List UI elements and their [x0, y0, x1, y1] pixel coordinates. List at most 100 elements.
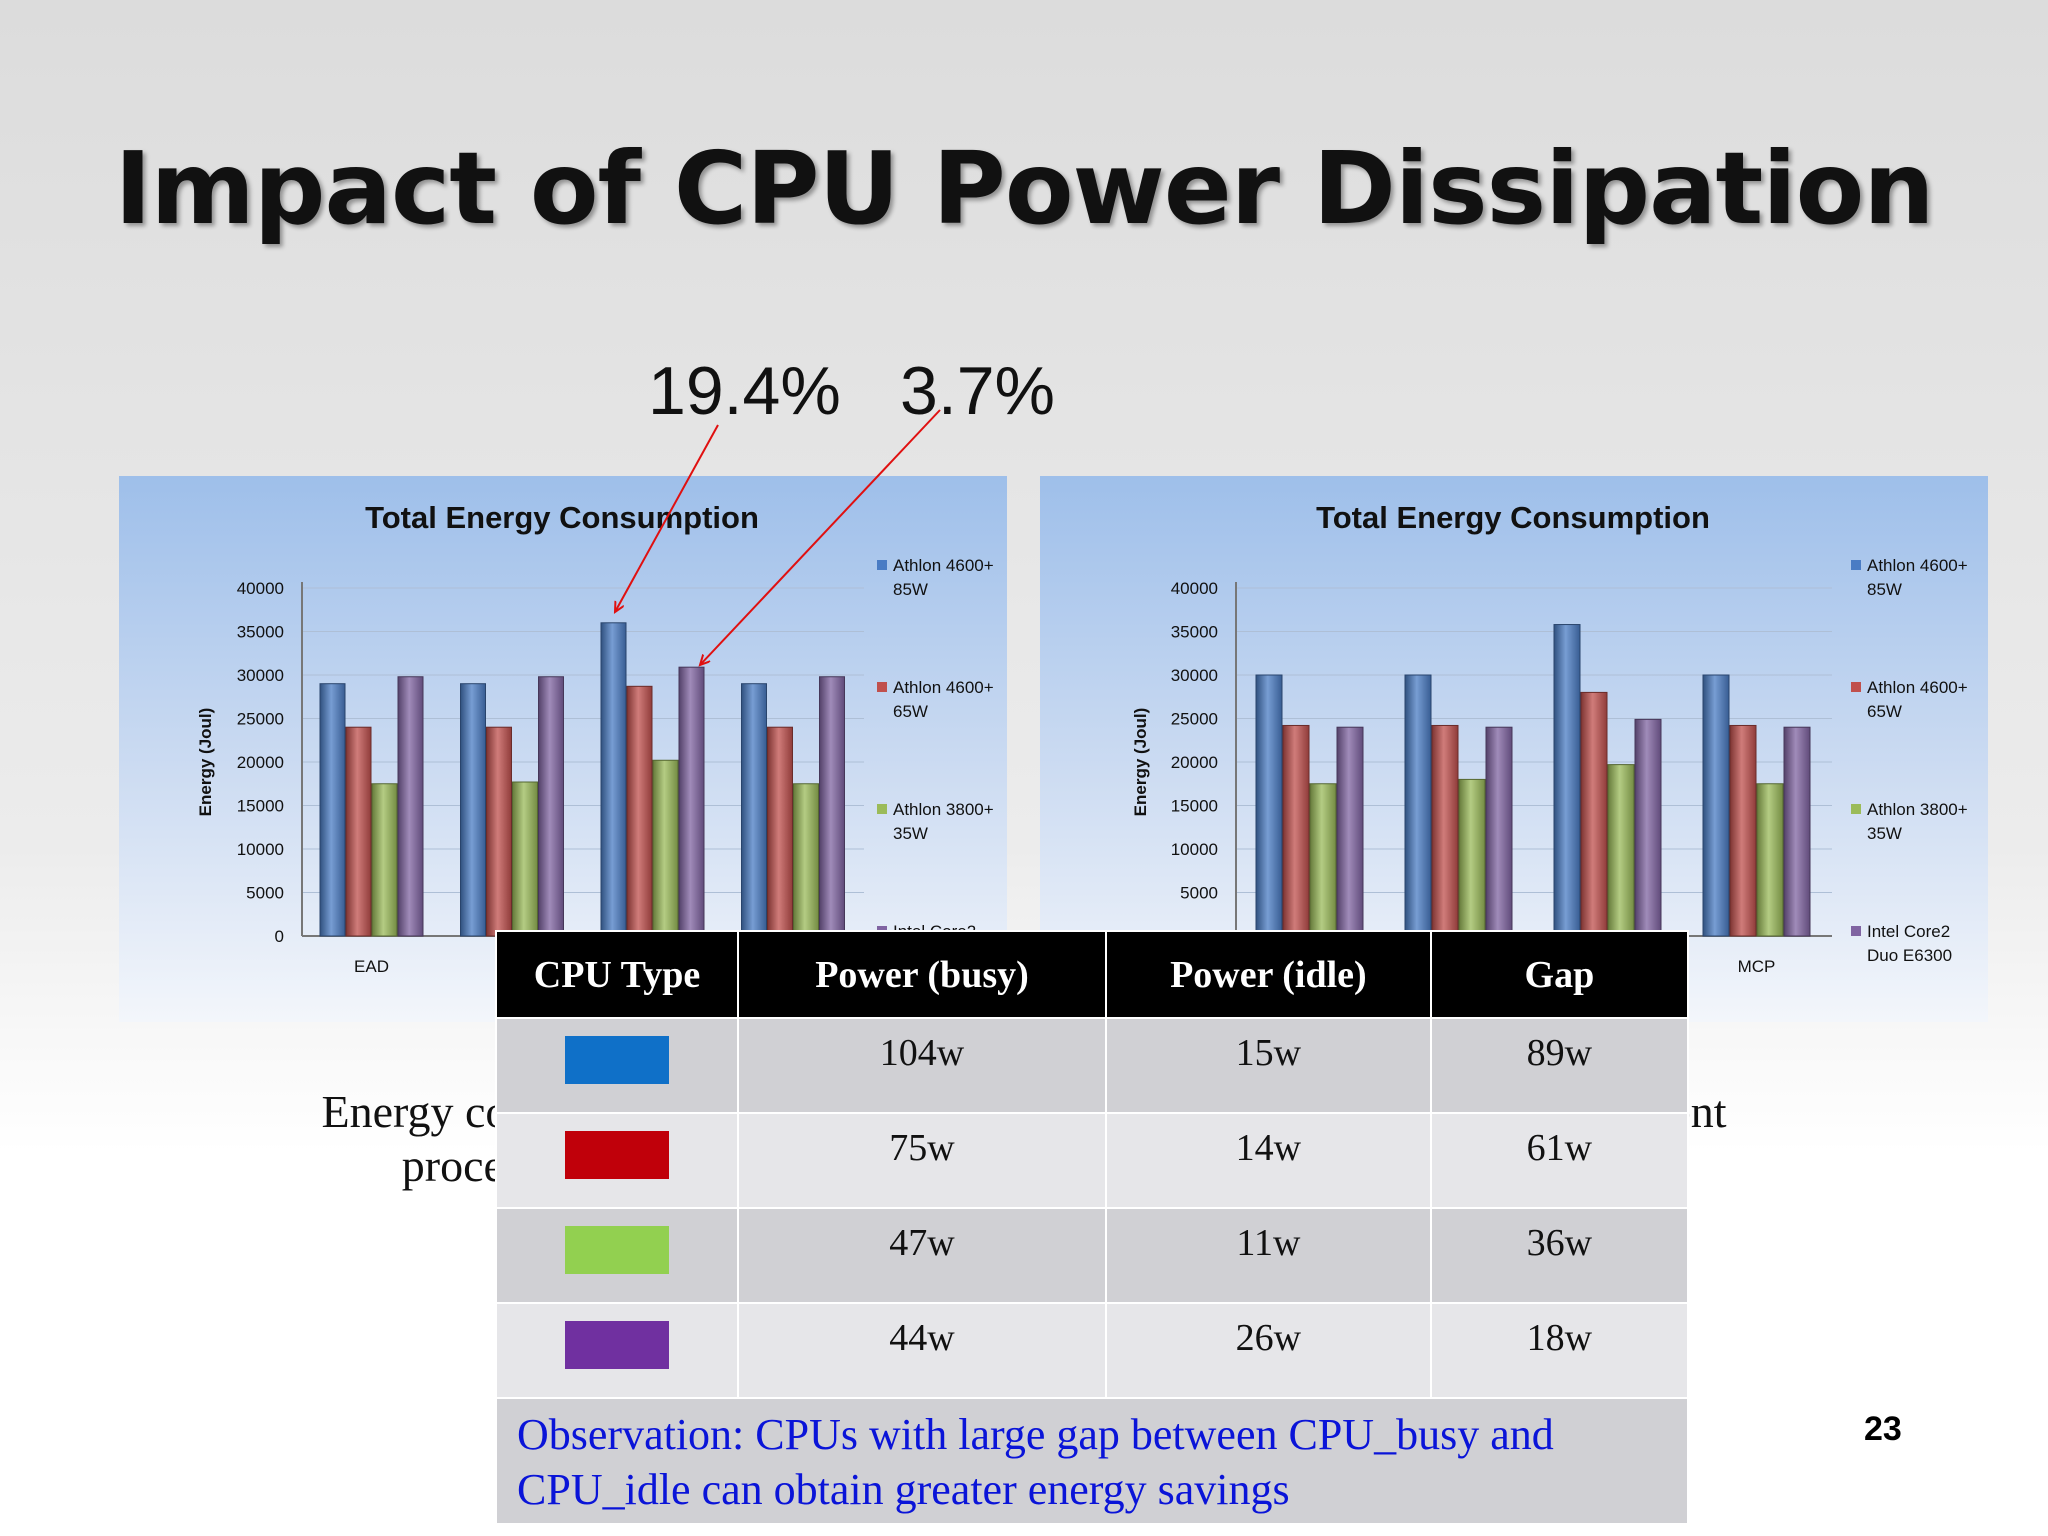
chart-title: Total Energy Consumption [1316, 500, 1710, 535]
observation-text: Observation: CPUs with large gap between… [495, 1397, 1689, 1525]
y-tick-label: 15000 [237, 797, 284, 816]
bar [1431, 724, 1459, 937]
legend-swatch [1851, 804, 1861, 814]
y-axis-label: Energy (Joul) [196, 708, 215, 817]
annotation-19-4-percent: 19.4% [648, 353, 841, 429]
bar [1756, 783, 1784, 937]
legend-label: Intel Core2 [1867, 922, 1950, 941]
cpu-color-swatch-purple [564, 1321, 669, 1369]
x-tick-label: MCP [1738, 957, 1776, 976]
legend-label: 85W [893, 580, 928, 599]
legend-swatch [877, 560, 887, 570]
y-tick-label: 5000 [1180, 884, 1218, 903]
header-gap: Gap [1429, 930, 1690, 1019]
arrow-19-4 [615, 424, 719, 612]
bar [345, 726, 372, 937]
slide-title: Impact of CPU Power Dissipation [114, 130, 1934, 247]
bar [1783, 726, 1811, 937]
legend-swatch [1851, 926, 1861, 936]
legend-label: Duo E6300 [1867, 946, 1952, 965]
bar [512, 781, 538, 937]
table-row: 75w 14w 61w [495, 1112, 1690, 1209]
legend-swatch [1851, 560, 1861, 570]
chart-title: Total Energy Consumption [365, 500, 759, 535]
cpu-color-swatch-blue [564, 1036, 669, 1084]
y-tick-label: 30000 [1171, 666, 1218, 685]
bar [1580, 691, 1608, 937]
y-axis-label: Energy (Joul) [1131, 708, 1150, 817]
bar [1634, 718, 1662, 937]
legend-label: Athlon 4600+ [893, 678, 994, 697]
bar [319, 683, 346, 937]
legend-label: 35W [1867, 824, 1902, 843]
legend-label: 35W [893, 824, 928, 843]
cpu-color-swatch-red [564, 1131, 669, 1179]
legend-label: Athlon 4600+ [1867, 556, 1968, 575]
legend-label: 65W [1867, 702, 1902, 721]
table-row: 47w 11w 36w [495, 1207, 1690, 1304]
legend-label: 85W [1867, 580, 1902, 599]
bar [371, 783, 398, 937]
cpu-color-cell [495, 1017, 739, 1114]
bar [1458, 778, 1486, 937]
header-cpu-type: CPU Type [495, 930, 739, 1019]
busy-cell: 47w [736, 1207, 1108, 1304]
annotation-3-7-percent: 3.7% [900, 353, 1055, 429]
cpu-color-swatch-green [564, 1226, 669, 1274]
y-tick-label: 20000 [237, 753, 284, 772]
bar [1404, 674, 1432, 937]
bar [793, 783, 819, 937]
busy-cell: 104w [736, 1017, 1108, 1114]
y-tick-label: 0 [275, 927, 284, 946]
y-tick-label: 25000 [237, 710, 284, 729]
y-tick-label: 10000 [1171, 840, 1218, 859]
y-tick-label: 15000 [1171, 797, 1218, 816]
cpu-color-cell [495, 1207, 739, 1304]
bar [626, 685, 653, 937]
bar [1309, 783, 1337, 937]
observation-row: Observation: CPUs with large gap between… [495, 1397, 1689, 1525]
gap-cell: 36w [1429, 1207, 1690, 1304]
cpu-color-cell [495, 1302, 739, 1399]
bar [652, 759, 679, 937]
table-row: 104w 15w 89w [495, 1017, 1690, 1114]
idle-cell: 26w [1105, 1302, 1432, 1399]
gap-cell: 61w [1429, 1112, 1690, 1209]
bar [741, 683, 767, 937]
arrow-3-7 [700, 409, 941, 665]
x-tick-label: EAD [354, 957, 389, 976]
y-tick-label: 35000 [237, 623, 284, 642]
idle-cell: 11w [1105, 1207, 1432, 1304]
table-header-row: CPU Type Power (busy) Power (idle) Gap [495, 930, 1690, 1019]
bar [1485, 726, 1513, 937]
y-tick-label: 40000 [1171, 579, 1218, 598]
busy-cell: 75w [736, 1112, 1108, 1209]
legend-swatch [1851, 682, 1861, 692]
y-tick-label: 20000 [1171, 753, 1218, 772]
bar [538, 676, 564, 937]
idle-cell: 15w [1105, 1017, 1432, 1114]
bar [678, 666, 705, 937]
legend-label: Athlon 4600+ [1867, 678, 1968, 697]
cpu-power-table: CPU Type Power (busy) Power (idle) Gap 1… [495, 930, 1690, 1525]
y-tick-label: 35000 [1171, 623, 1218, 642]
gap-cell: 18w [1429, 1302, 1690, 1399]
bar [767, 726, 793, 937]
legend-label: Athlon 3800+ [893, 800, 994, 819]
bar [1282, 724, 1310, 937]
bar [1729, 724, 1757, 937]
legend-swatch [877, 804, 887, 814]
y-tick-label: 5000 [246, 884, 284, 903]
y-tick-label: 25000 [1171, 710, 1218, 729]
y-tick-label: 10000 [237, 840, 284, 859]
bar [397, 676, 424, 937]
y-tick-label: 40000 [237, 579, 284, 598]
y-tick-label: 30000 [237, 666, 284, 685]
bar [819, 676, 845, 937]
table-row: 44w 26w 18w [495, 1302, 1690, 1399]
legend-swatch [877, 682, 887, 692]
legend-label: Athlon 3800+ [1867, 800, 1968, 819]
legend-label: Athlon 4600+ [893, 556, 994, 575]
header-power-idle: Power (idle) [1105, 930, 1432, 1019]
